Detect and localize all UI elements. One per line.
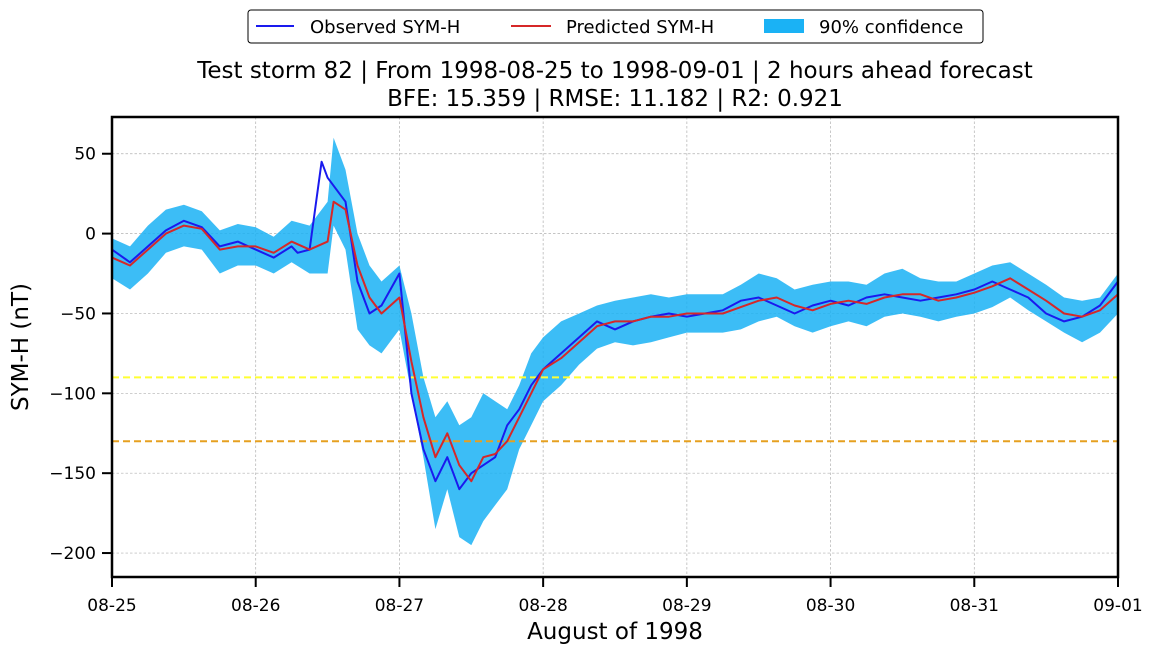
y-tick-label: 0 [85, 225, 96, 245]
plot-frame [110, 115, 1120, 579]
observed-series-line [111, 160, 1119, 491]
x-tick-label: 08-29 [662, 596, 711, 616]
chart-title: Test storm 82 | From 1998-08-25 to 1998-… [196, 58, 1033, 84]
confidence-band [112, 137, 1118, 546]
x-axis-label: August of 1998 [527, 619, 703, 645]
x-tick-label: 08-26 [231, 596, 280, 616]
x-tick-label: 08-27 [375, 596, 424, 616]
y-tick-label: −50 [60, 304, 96, 324]
y-tick-label: −100 [49, 384, 96, 404]
x-tick-label: 08-28 [518, 596, 567, 616]
legend: Observed SYM-H Predicted SYM-H 90% confi… [247, 9, 984, 44]
series-layer [111, 160, 1119, 491]
threshold-layer [112, 376, 1118, 443]
y-tick-label: −150 [49, 464, 96, 484]
y-tick-label: −200 [49, 544, 96, 564]
legend-label-observed: Observed SYM-H [310, 17, 460, 38]
y-tick-label: 50 [74, 145, 96, 165]
grid [112, 117, 1118, 577]
tick-layer: 08-25 08-26 08-27 08-28 08-29 08-30 08-31 09-01… [49, 145, 1142, 616]
x-tick-label: 08-30 [806, 596, 855, 616]
legend-label-confidence: 90% confidence [819, 17, 963, 38]
chart-subtitle: BFE: 15.359 | RMSE: 11.182 | R2: 0.921 [387, 86, 843, 112]
legend-label-predicted: Predicted SYM-H [566, 17, 714, 38]
legend-swatch-confidence [764, 19, 804, 33]
y-axis-label: SYM-H (nT) [8, 283, 34, 411]
predicted-series-line [111, 200, 1119, 483]
legend-box [247, 9, 984, 44]
x-tick-label: 08-25 [87, 596, 136, 616]
confidence-band-layer [112, 137, 1118, 546]
x-tick-label: 08-31 [950, 596, 999, 616]
x-tick-label: 09-01 [1093, 596, 1142, 616]
